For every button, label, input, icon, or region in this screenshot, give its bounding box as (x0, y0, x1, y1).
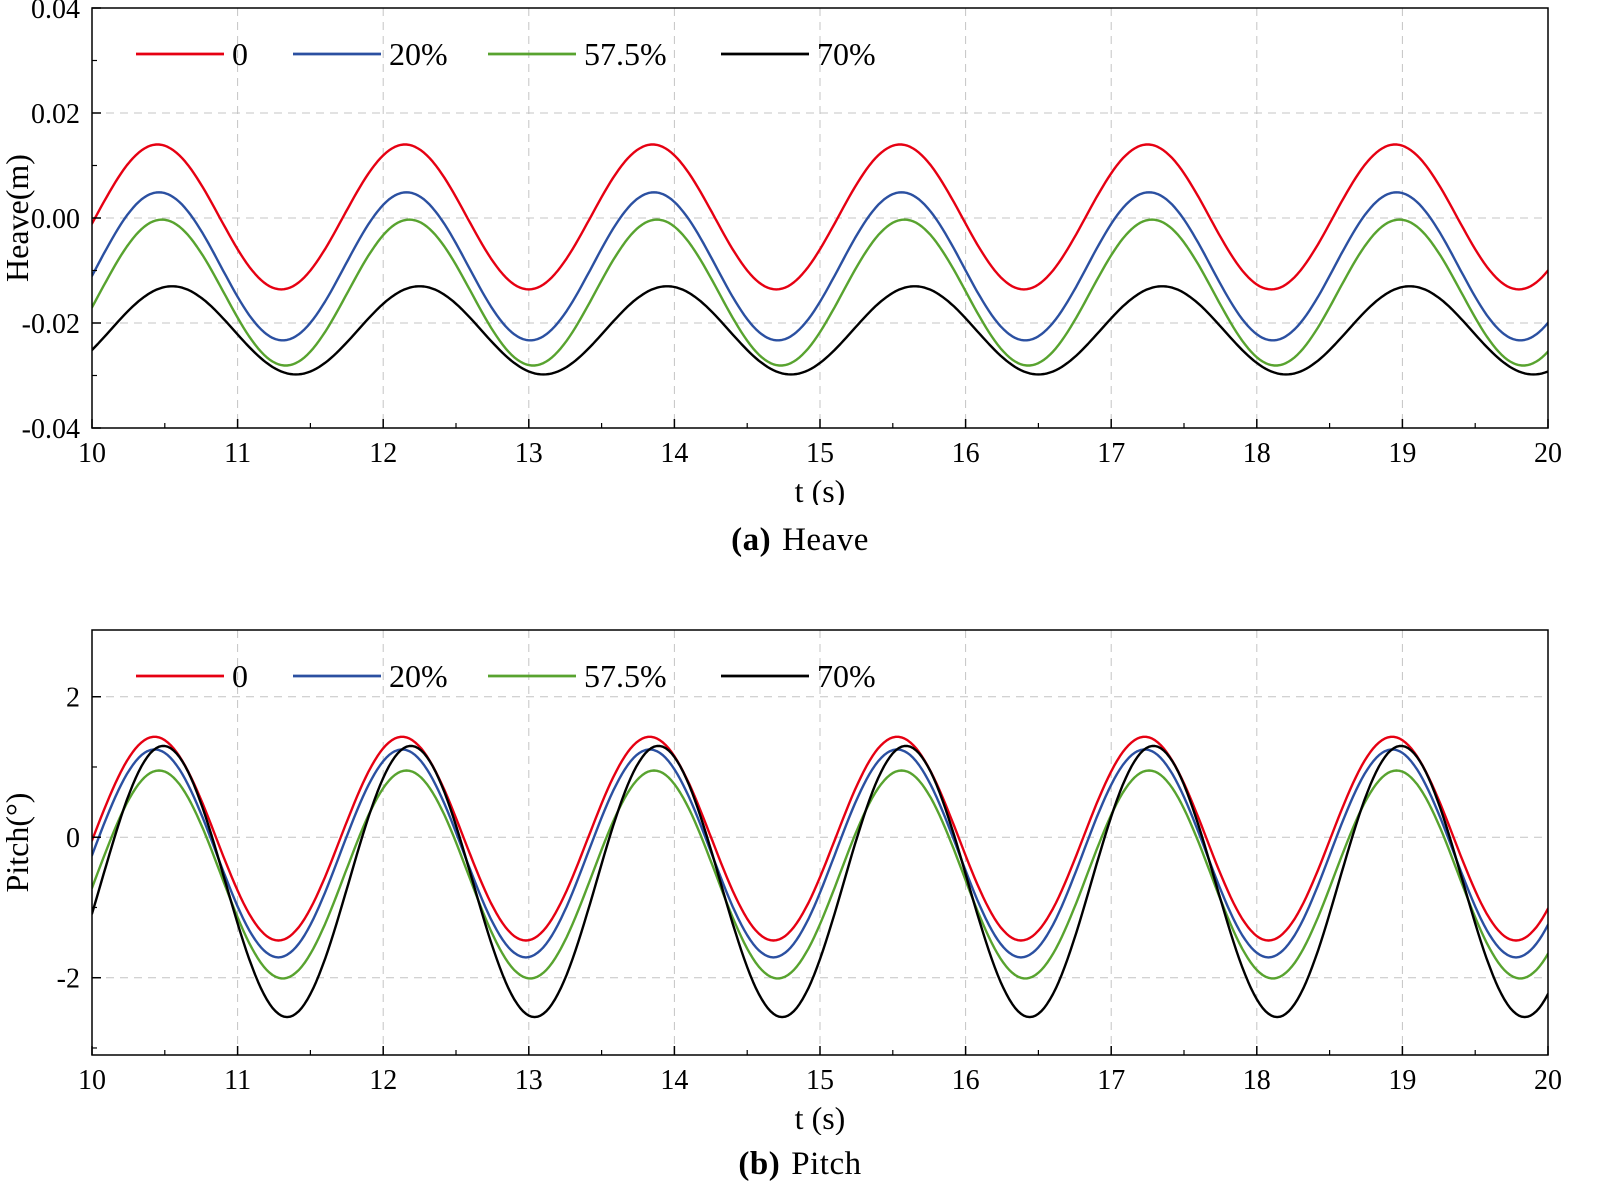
caption-pitch-text: Pitch (791, 1146, 862, 1182)
y-axis-label: Pitch(°) (0, 793, 35, 893)
legend-label: 70% (817, 36, 876, 72)
x-tick-label: 11 (224, 1065, 251, 1096)
x-tick-label: 16 (952, 438, 980, 469)
y-tick-label: -0.04 (22, 414, 80, 445)
x-tick-label: 13 (515, 1065, 543, 1096)
x-tick-label: 12 (369, 438, 397, 469)
series-line-70% (92, 744, 1548, 1019)
x-tick-label: 11 (224, 438, 251, 469)
x-tick-label: 13 (515, 438, 543, 469)
chart-pitch: 10 11 12 13 14 15 16 17 18 19 20 -2 0 2 Pitch(°) t (s) 0… (0, 629, 1562, 1135)
chart-heave: 10 11 12 13 14 15 16 17 18 19 20 -0.04 -0.02 0.00 0.02… (0, 0, 1562, 505)
y-tick-label: -2 (57, 964, 80, 995)
legend-label: 57.5% (584, 36, 667, 72)
x-tick-label: 17 (1097, 438, 1125, 469)
x-tick-label: 14 (660, 438, 688, 469)
x-tick-label: 18 (1243, 438, 1271, 469)
caption-heave-text: Heave (782, 521, 869, 558)
caption-pitch: (b) Pitch (0, 1135, 1600, 1194)
x-axis-label: t (s) (795, 473, 846, 505)
y-tick-label: 0.00 (31, 204, 80, 235)
series-group (92, 143, 1548, 376)
y-axis-label: Heave(m) (0, 154, 35, 282)
y-tick-label: -0.02 (22, 309, 80, 340)
series-group (92, 735, 1548, 1019)
caption-heave-prefix: (a) (731, 521, 772, 558)
x-tick-label: 15 (806, 438, 834, 469)
x-tick-label: 12 (369, 1065, 397, 1096)
x-tick-label: 16 (952, 1065, 980, 1096)
x-tick-label: 19 (1388, 1065, 1416, 1096)
x-tick-label: 18 (1243, 1065, 1271, 1096)
y-tick-label: 2 (66, 683, 80, 714)
series-line-70% (92, 285, 1548, 376)
legend-label: 20% (389, 36, 448, 72)
legend-label: 70% (817, 658, 876, 694)
y-tick-label: 0.02 (31, 99, 80, 130)
series-line-20% (92, 748, 1548, 959)
series-line-0 (92, 735, 1548, 942)
caption-pitch-prefix: (b) (738, 1146, 781, 1182)
y-tick-label: 0.04 (31, 0, 80, 25)
y-tick-label: 0 (66, 823, 80, 854)
x-tick-label: 14 (660, 1065, 688, 1096)
x-tick-label: 17 (1097, 1065, 1125, 1096)
series-line-20% (92, 191, 1548, 342)
x-tick-label: 19 (1388, 438, 1416, 469)
x-tick-label: 15 (806, 1065, 834, 1096)
legend-label: 0 (232, 658, 248, 694)
x-tick-label: 20 (1534, 438, 1562, 469)
legend-label: 57.5% (584, 658, 667, 694)
legend-label: 20% (389, 658, 448, 694)
series-line-57.5% (92, 218, 1548, 367)
x-tick-label: 10 (78, 1065, 106, 1096)
x-tick-label: 20 (1534, 1065, 1562, 1096)
series-line-57.5% (92, 769, 1548, 980)
x-axis-label: t (s) (795, 1100, 846, 1135)
caption-heave: (a) Heave (0, 505, 1600, 575)
x-tick-label: 10 (78, 438, 106, 469)
legend-label: 0 (232, 36, 248, 72)
series-line-0 (92, 143, 1548, 291)
